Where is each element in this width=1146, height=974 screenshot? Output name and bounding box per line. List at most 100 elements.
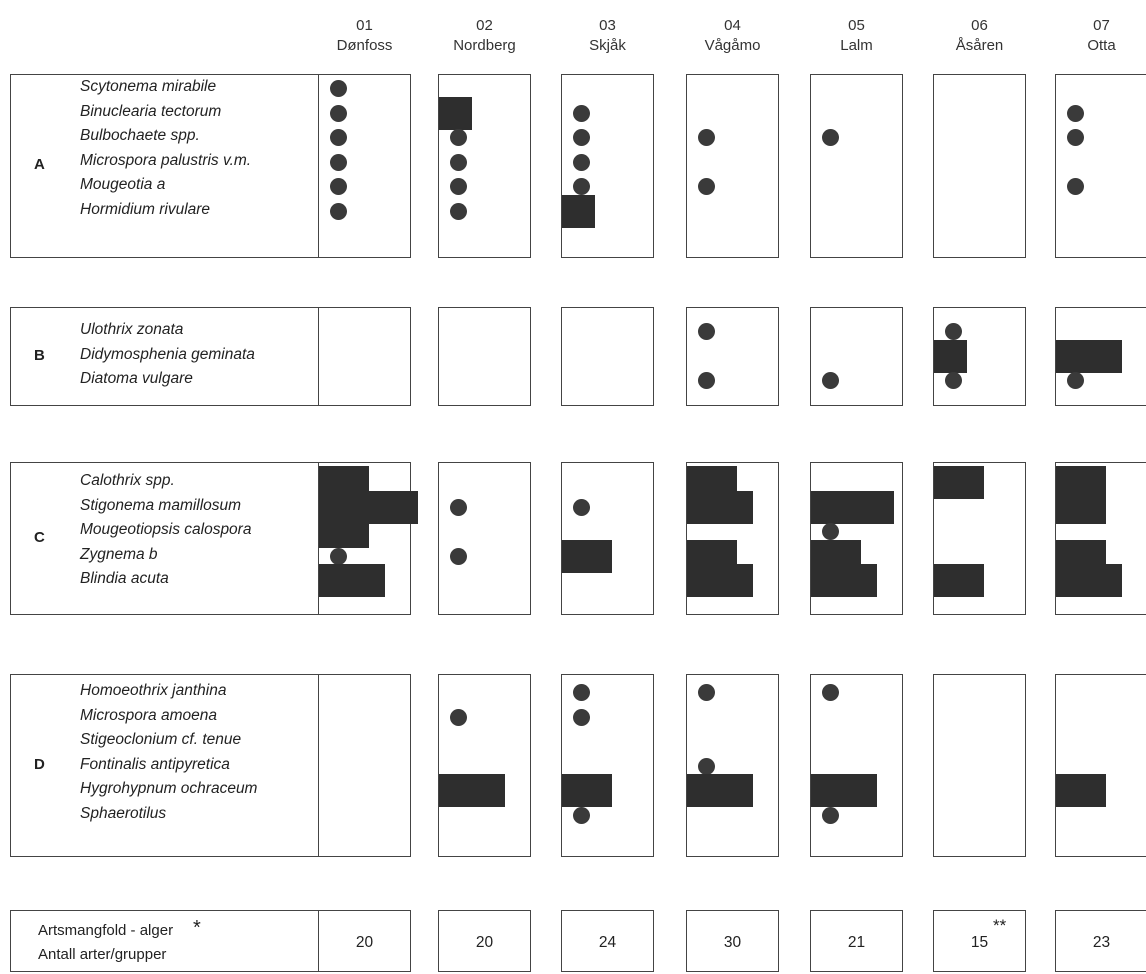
abundance-dot [573, 498, 590, 516]
summary-box [561, 910, 654, 972]
abundance-dot [822, 372, 839, 389]
group-B-station-box [933, 307, 1026, 406]
abundance-dot [822, 129, 839, 146]
species-name: Homoeothrix janthina [80, 682, 227, 699]
abundance-dot [573, 708, 590, 726]
abundance-dot [450, 547, 467, 565]
abundance-dot [330, 153, 347, 171]
species-name: Ulothrix zonata [80, 321, 184, 338]
species-name: Mougeotiopsis calospora [80, 521, 252, 538]
abundance-dot [698, 757, 715, 775]
abundance-bar [562, 194, 595, 228]
abundance-bar [687, 564, 753, 597]
abundance-dot [573, 178, 590, 195]
abundance-dot [698, 178, 715, 195]
group-D-station-box [810, 674, 903, 857]
species-count: 15 [970, 934, 989, 951]
species-name: Mougeotia a [80, 176, 166, 193]
station-code-01: 01 [356, 17, 373, 34]
abundance-bar [687, 490, 753, 524]
group-A-station-box [1055, 74, 1146, 258]
abundance-dot [573, 104, 590, 122]
species-name: Stigonema mamillosum [80, 496, 242, 514]
group-B-station-box [1055, 307, 1146, 406]
species-count: 20 [475, 934, 494, 951]
species-name: Fontinalis antipyretica [80, 755, 230, 773]
abundance-dot [1067, 372, 1084, 389]
group-B-station-box [686, 307, 779, 406]
group-C-station-box [933, 462, 1026, 615]
group-A-station-box [438, 74, 531, 258]
species-name: Calothrix spp. [80, 472, 175, 489]
abundance-dot [450, 498, 467, 516]
species-name: Scytonema mirabile [80, 78, 217, 95]
species-name: Binuclearia tectorum [80, 102, 222, 120]
abundance-dot [698, 684, 715, 701]
abundance-dot [1067, 104, 1084, 122]
group-A-station-box [810, 74, 903, 258]
species-name: Microspora amoena [80, 706, 217, 724]
group-D-station-box [318, 674, 411, 857]
group-label: C [34, 528, 45, 546]
station-code-04: 04 [724, 17, 741, 34]
abundance-bar [319, 515, 369, 548]
abundance-dot [1067, 178, 1084, 195]
group-C-station-box [1055, 462, 1146, 615]
station-code-07: 07 [1093, 17, 1110, 34]
station-name-05: Lalm [840, 37, 873, 54]
abundance-bar [934, 339, 967, 373]
group-D-station-box [561, 674, 654, 857]
abundance-dot [330, 104, 347, 122]
group-D-station-box [933, 674, 1026, 857]
station-name-01: Dønfoss [336, 37, 393, 54]
abundance-dot [573, 153, 590, 171]
abundance-dot [330, 178, 347, 195]
abundance-bar [439, 96, 472, 130]
summary-label-star: * [193, 917, 201, 939]
abundance-bar [811, 774, 877, 807]
group-D-station-box [438, 674, 531, 857]
abundance-bar [811, 490, 894, 524]
species-name: Zygnema b [80, 545, 158, 563]
abundance-bar [562, 774, 612, 807]
abundance-dot [822, 523, 839, 540]
group-C-station-box [686, 462, 779, 615]
group-A-station-box [318, 74, 411, 258]
abundance-bar [1056, 339, 1122, 373]
abundance-dot [450, 129, 467, 146]
group-A-station-box [686, 74, 779, 258]
abundance-bar [562, 539, 612, 573]
abundance-bar [439, 774, 505, 807]
species-name: Bulbochaete spp. [80, 127, 200, 144]
abundance-dot [450, 202, 467, 220]
abundance-bar [1056, 490, 1106, 524]
abundance-dot [1067, 129, 1084, 146]
group-B-station-box [561, 307, 654, 406]
abundance-dot [330, 80, 347, 97]
abundance-dot [698, 372, 715, 389]
summary-label-line1: Artsmangfold - alger [38, 922, 174, 939]
abundance-bar [687, 774, 753, 807]
abundance-bar [934, 564, 984, 597]
group-B-station-box [318, 307, 411, 406]
abundance-bar [1056, 564, 1122, 597]
abundance-dot [945, 372, 962, 389]
abundance-dot [330, 129, 347, 146]
abundance-bar [319, 564, 385, 597]
species-name: Didymosphenia geminata [80, 345, 255, 363]
abundance-dot [330, 547, 347, 565]
station-name-02: Nordberg [453, 37, 516, 54]
group-label: B [34, 346, 45, 364]
group-label: D [34, 755, 45, 773]
summary-box [318, 910, 411, 972]
group-D-station-box [1055, 674, 1146, 857]
abundance-dot [330, 202, 347, 220]
species-name: Stigeoclonium cf. tenue [80, 731, 242, 748]
abundance-dot [945, 323, 962, 340]
group-D-station-box [686, 674, 779, 857]
footnote-mark: ** [993, 916, 1007, 935]
station-name-06: Åsåren [955, 37, 1004, 54]
species-count: 30 [723, 934, 742, 951]
species-name: Blindia acuta [80, 570, 169, 587]
species-count: 23 [1092, 934, 1111, 951]
